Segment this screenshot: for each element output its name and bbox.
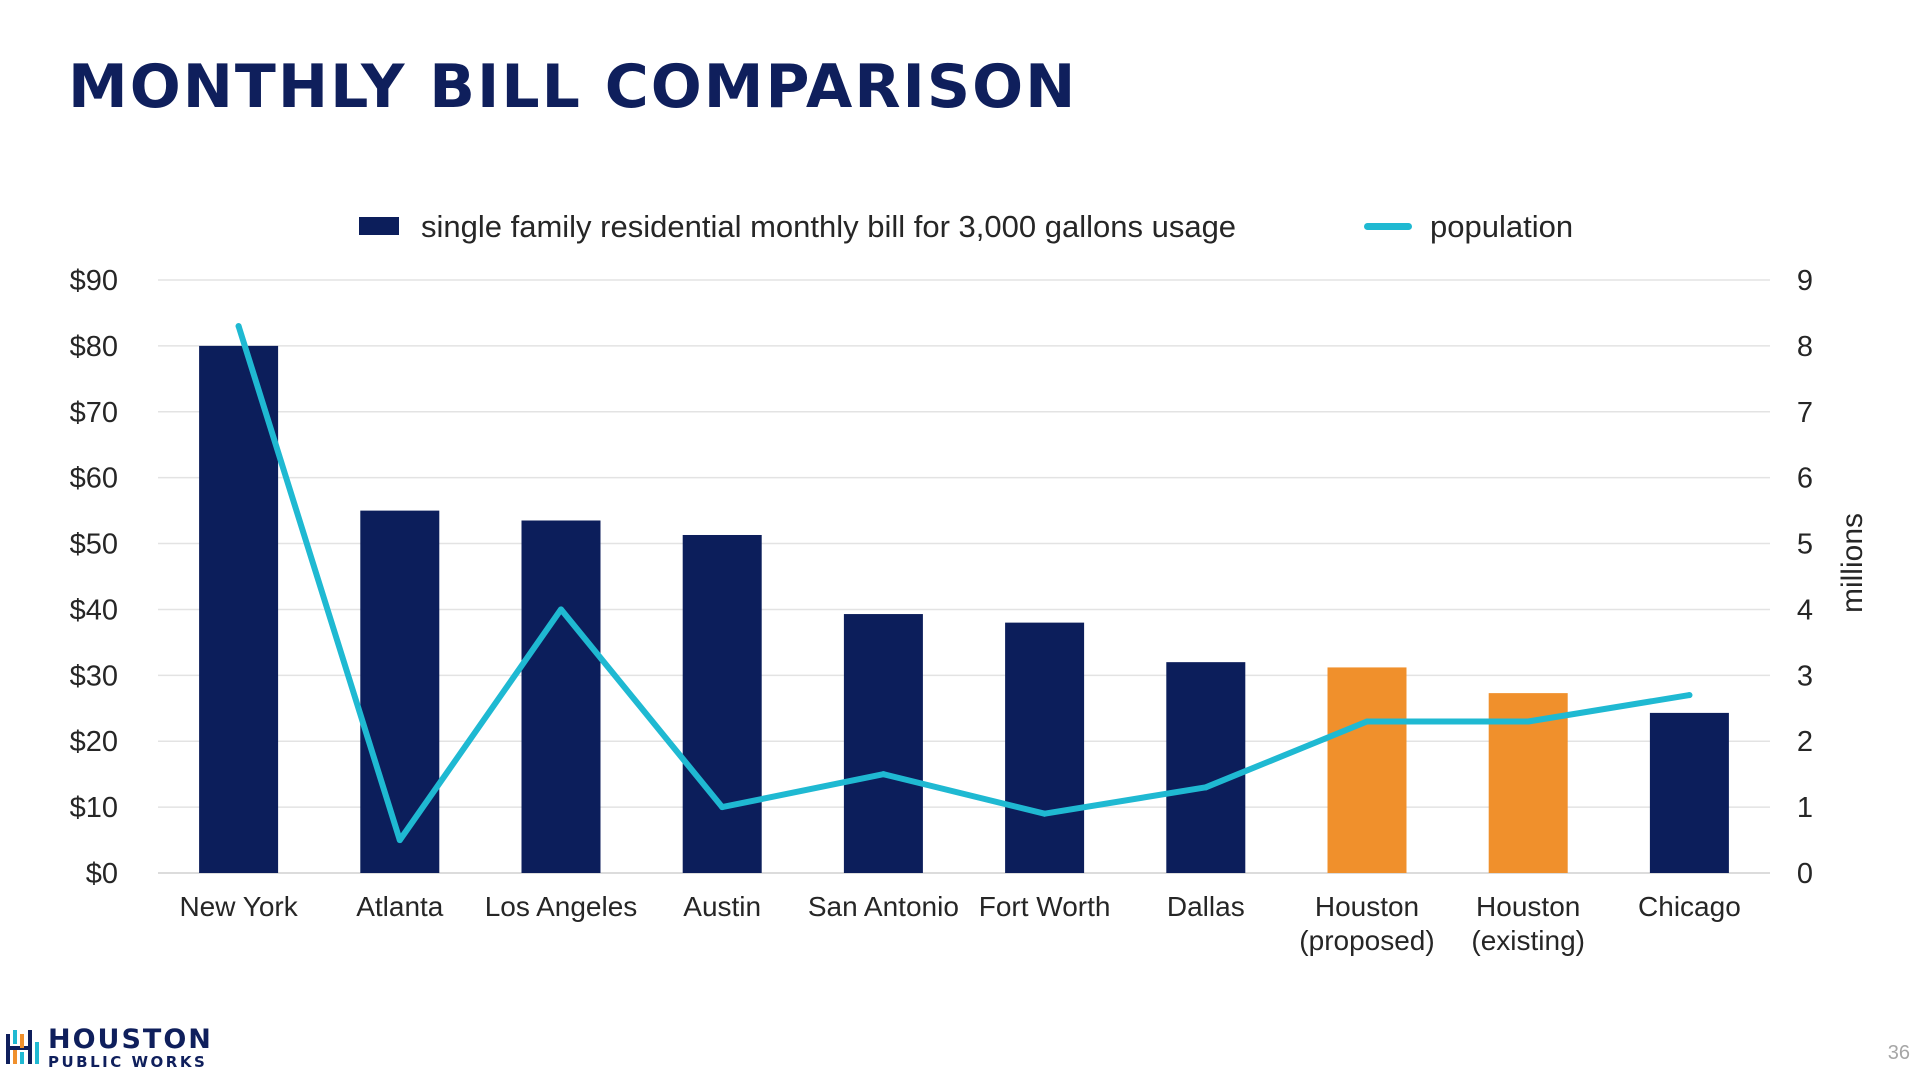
- left-tick-label-6: $60: [70, 463, 118, 495]
- population-point-3: [719, 804, 726, 811]
- left-tick-label-0: $0: [86, 858, 118, 890]
- bar-9: [1649, 712, 1729, 873]
- population-point-5: [1041, 810, 1048, 817]
- category-label-7-line-0: Houston: [1315, 891, 1419, 922]
- category-label-6: Dallas: [1167, 891, 1245, 922]
- right-tick-label-5: 5: [1797, 529, 1813, 561]
- left-tick-label-1: $10: [70, 792, 118, 824]
- left-tick-label-5: $50: [70, 529, 118, 561]
- bar-6: [1166, 662, 1246, 873]
- population-point-6: [1202, 784, 1209, 791]
- category-label-3: Austin: [683, 891, 761, 922]
- logo-text-houston: HOUSTON: [48, 1024, 213, 1055]
- bar-0: [199, 345, 279, 873]
- right-tick-label-8: 8: [1797, 331, 1813, 363]
- right-tick-label-0: 0: [1797, 858, 1813, 890]
- category-label-1-line-0: Atlanta: [356, 891, 444, 922]
- chart-legend: single family residential monthly bill f…: [359, 209, 1573, 244]
- category-label-8: Houston (existing): [1471, 891, 1585, 956]
- houston-public-works-logo: HOUSTON PUBLIC WORKS: [4, 1026, 213, 1070]
- category-label-3-line-0: Austin: [683, 891, 761, 922]
- right-tick-label-3: 3: [1797, 660, 1813, 692]
- category-label-9: Chicago: [1638, 891, 1741, 922]
- bar-2: [521, 520, 601, 873]
- left-tick-label-7: $70: [70, 397, 118, 429]
- legend-swatch-bill: [359, 217, 399, 235]
- category-label-9-line-0: Chicago: [1638, 891, 1741, 922]
- category-label-0-line-0: New York: [179, 891, 298, 922]
- right-axis: 0 1 2 3 4 5 6 7 8 9: [1797, 265, 1813, 890]
- right-tick-label-9: 9: [1797, 265, 1813, 297]
- bill-population-chart: single family residential monthly bill f…: [70, 209, 1869, 956]
- population-point-1: [396, 837, 403, 844]
- category-label-4: San Antonio: [808, 891, 959, 922]
- houston-public-works-logo-icon: [6, 1030, 39, 1064]
- category-label-2: Los Angeles: [485, 891, 638, 922]
- category-label-4-line-0: San Antonio: [808, 891, 959, 922]
- population-line: [235, 323, 1693, 844]
- bar-5: [1005, 622, 1085, 873]
- right-tick-label-7: 7: [1797, 397, 1813, 429]
- left-tick-label-2: $20: [70, 726, 118, 758]
- left-tick-label-9: $90: [70, 265, 118, 297]
- category-label-7-line-1: (proposed): [1299, 925, 1434, 956]
- bar-3: [682, 534, 762, 873]
- category-label-8-line-0: Houston: [1476, 891, 1580, 922]
- category-label-0: New York: [179, 891, 298, 922]
- left-tick-label-4: $40: [70, 594, 118, 626]
- category-axis: New York Atlanta Los Angeles Austin San Anto…: [179, 891, 1740, 956]
- population-point-4: [880, 771, 887, 778]
- right-tick-label-2: 2: [1797, 726, 1813, 758]
- category-label-2-line-0: Los Angeles: [485, 891, 638, 922]
- slide-title: MONTHLY BILL COMPARISON: [68, 52, 1078, 122]
- left-axis: $0 $10 $20 $30 $40 $50 $60 $70 $80 $90: [70, 265, 118, 890]
- population-point-2: [558, 606, 564, 613]
- bar-series: [199, 345, 1729, 873]
- left-tick-label-3: $30: [70, 660, 118, 692]
- category-label-5: Fort Worth: [979, 891, 1111, 922]
- population-point-9: [1686, 692, 1693, 699]
- left-tick-label-8: $80: [70, 331, 118, 363]
- category-label-6-line-0: Dallas: [1167, 891, 1245, 922]
- legend-label-population: population: [1430, 209, 1573, 244]
- category-label-1: Atlanta: [356, 891, 444, 922]
- page-number: 36: [1887, 1042, 1910, 1064]
- population-point-7: [1364, 718, 1370, 725]
- legend-swatch-population: [1364, 223, 1412, 230]
- category-label-7: Houston (proposed): [1299, 891, 1434, 956]
- bar-4: [843, 614, 923, 873]
- category-label-8-line-1: (existing): [1471, 925, 1585, 956]
- population-series: [235, 323, 1693, 844]
- population-point-8: [1525, 718, 1532, 725]
- bar-1: [360, 510, 440, 873]
- right-tick-label-6: 6: [1797, 463, 1813, 495]
- population-point-0: [235, 323, 242, 330]
- right-axis-title: millions: [1836, 513, 1869, 613]
- bar-7: [1327, 667, 1407, 873]
- right-tick-label-1: 1: [1797, 792, 1813, 824]
- legend-label-bill: single family residential monthly bill f…: [421, 209, 1236, 244]
- right-tick-label-4: 4: [1797, 594, 1813, 626]
- category-label-5-line-0: Fort Worth: [979, 891, 1111, 922]
- logo-text-public-works: PUBLIC WORKS: [48, 1053, 208, 1071]
